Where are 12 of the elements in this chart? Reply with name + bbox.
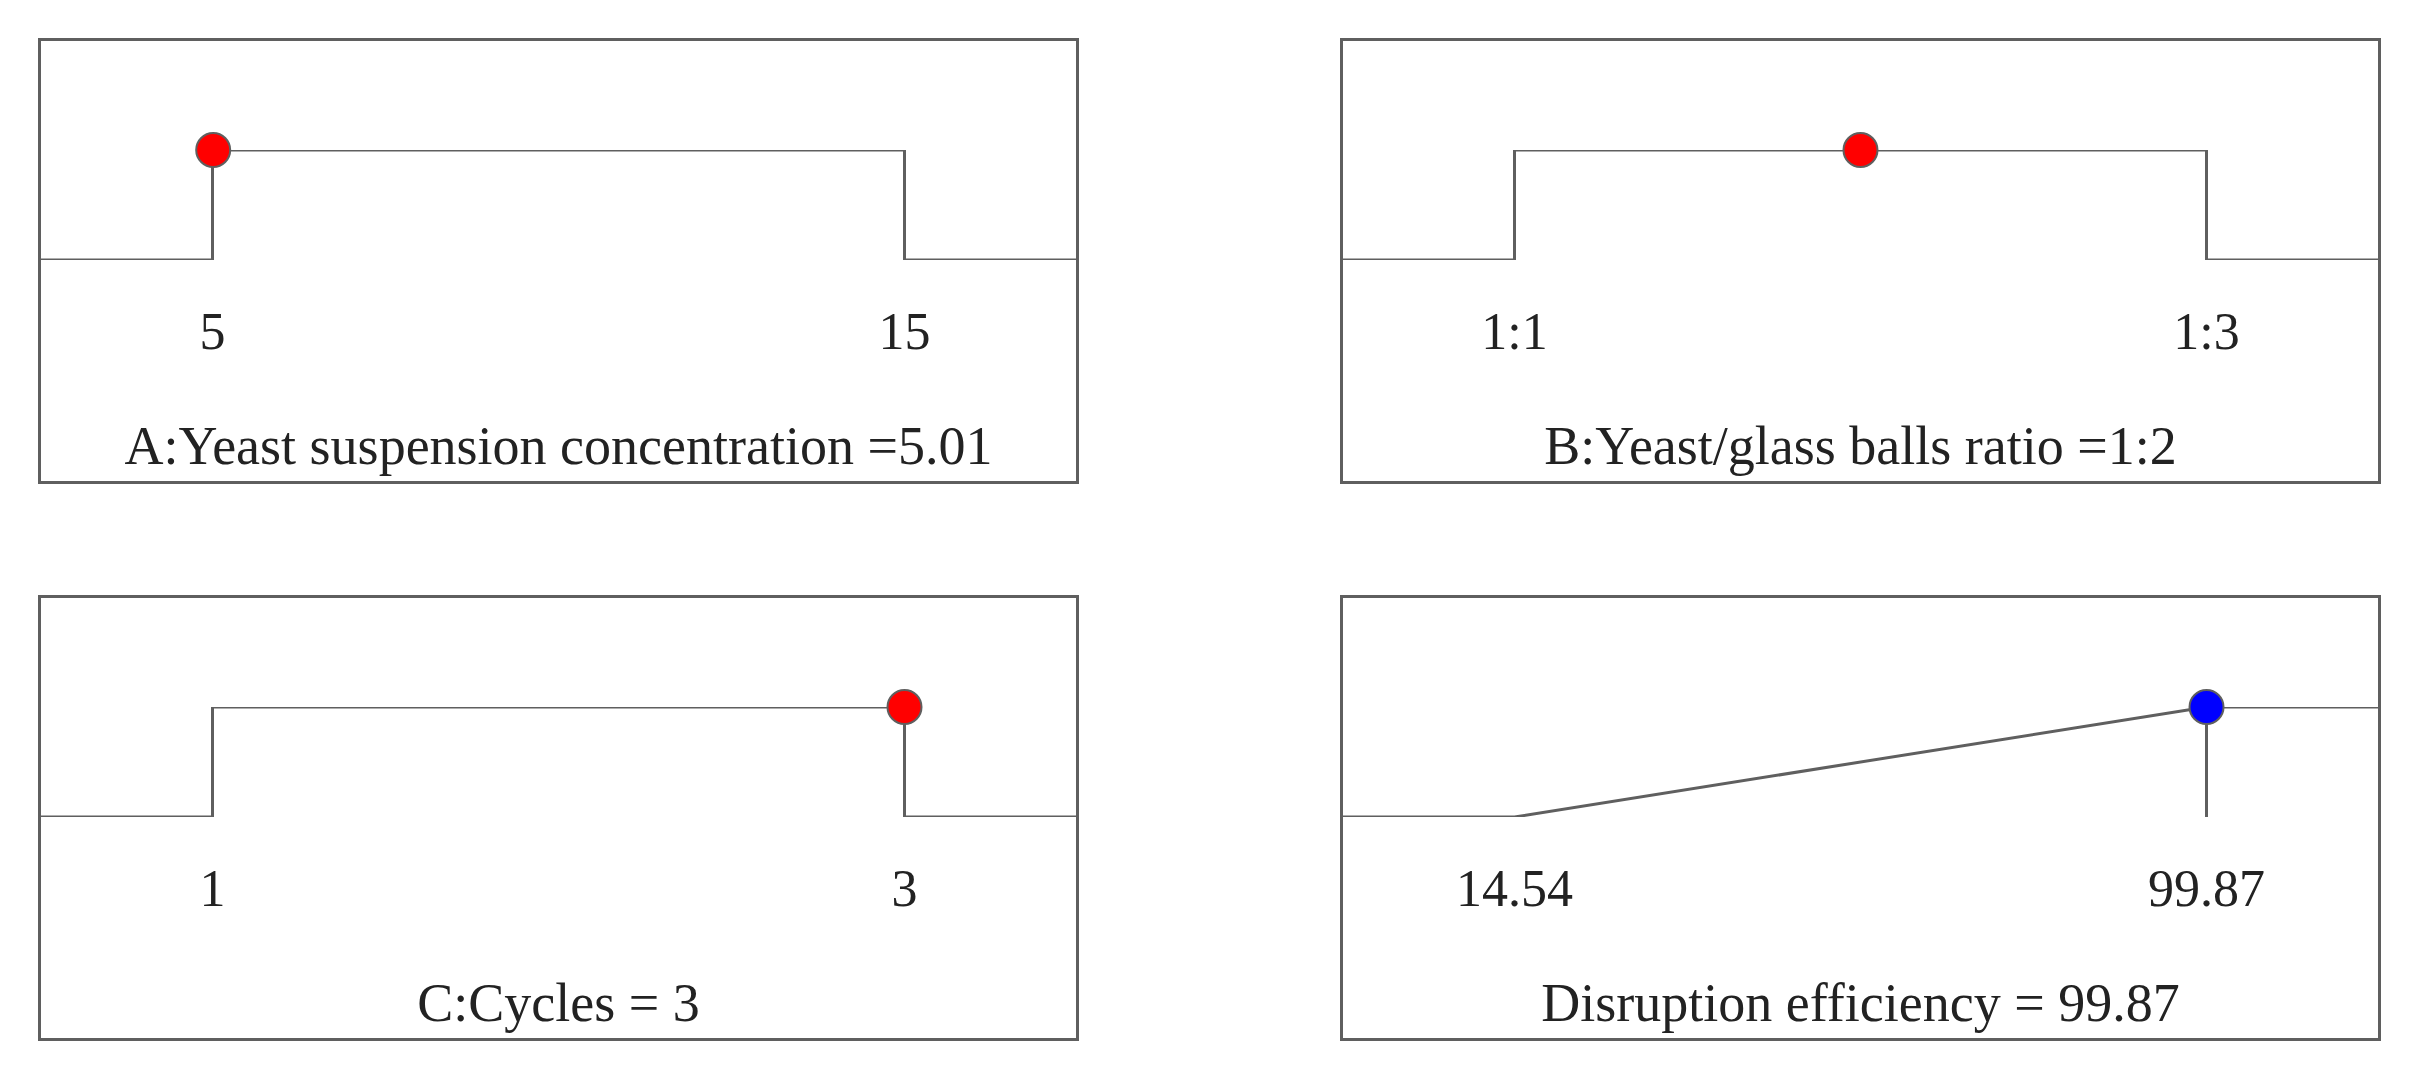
x-axis-title: C:Cycles = 3 [417, 972, 700, 1033]
x-axis-title: A:Yeast suspension concentration =5.01 [124, 415, 993, 476]
x-tick-label: 1 [199, 859, 226, 917]
x-axis-title: B:Yeast/glass balls ratio =1:2 [1544, 415, 2177, 476]
x-tick-label: 15 [878, 302, 931, 360]
x-tick-label: 1:3 [2173, 302, 2240, 360]
x-tick-label: 3 [891, 859, 918, 917]
x-tick-label: 14.54 [1456, 859, 1574, 917]
x-tick-label: 5 [199, 302, 226, 360]
x-tick-label: 99.87 [2148, 859, 2266, 917]
x-axis-title: Disruption efficiency = 99.87 [1541, 972, 2180, 1033]
x-tick-label: 1:1 [1481, 302, 1548, 360]
